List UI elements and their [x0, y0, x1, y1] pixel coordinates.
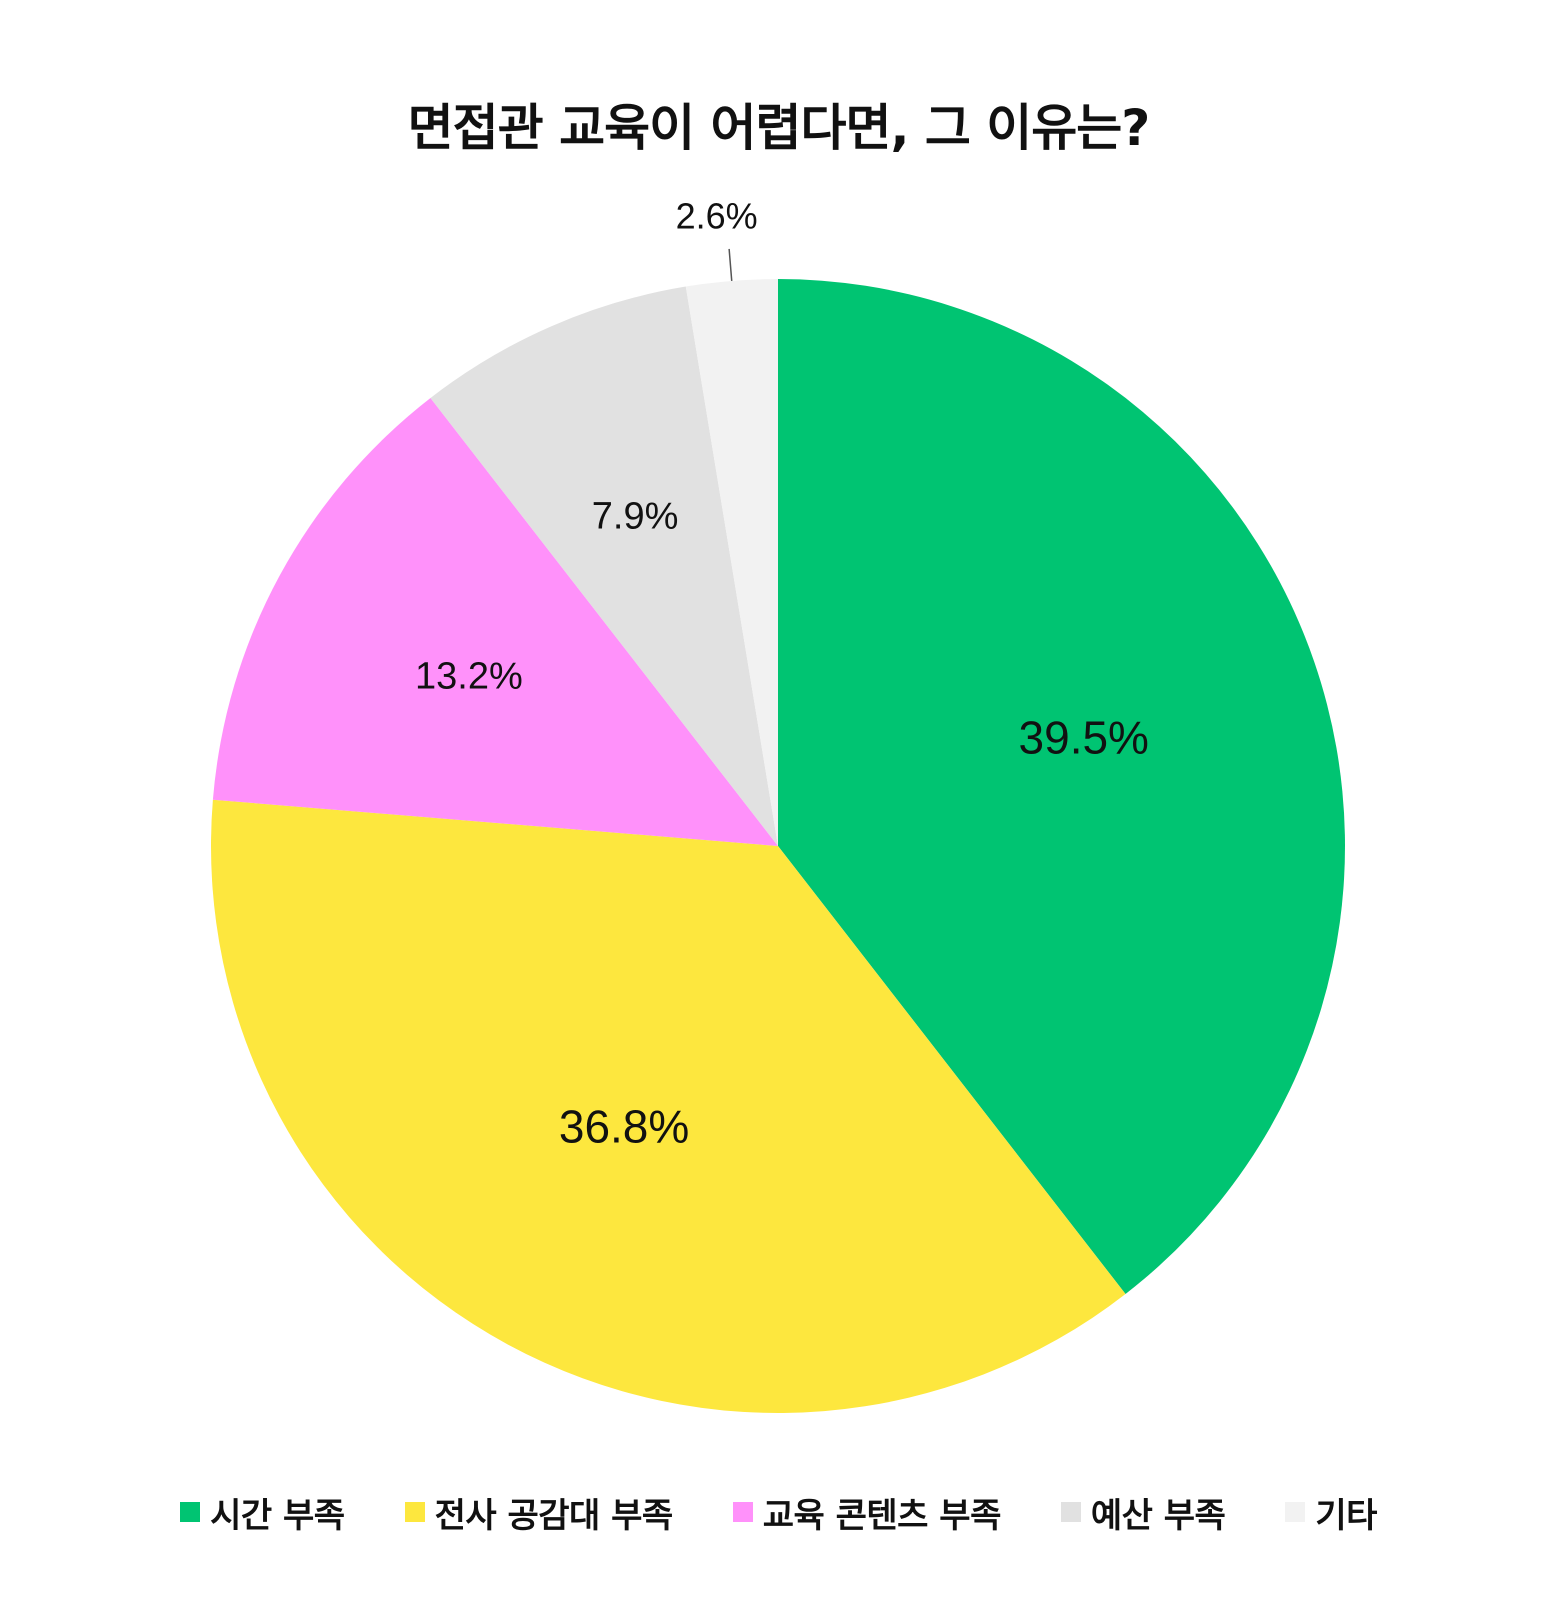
legend-item-1: 시간 부족: [180, 1488, 345, 1537]
legend-label: 기타: [1315, 1495, 1377, 1536]
legend-item-4: 예산 부족: [1060, 1488, 1226, 1537]
leader-line-5: [728, 248, 733, 281]
legend-label: 교육 콘텐츠 부족: [762, 1495, 1002, 1536]
slice-label-3: 13.2%: [415, 656, 523, 698]
pie-slice-2: [211, 799, 1126, 1413]
legend-label: 시간 부족: [210, 1495, 345, 1536]
legend-swatch: [732, 1502, 753, 1522]
legend: 시간 부족 전사 공감대 부족 교육 콘텐츠 부족 예산 부족 기타: [0, 1482, 1557, 1542]
legend-item-5: 기타: [1285, 1488, 1377, 1537]
legend-item-2: 전사 공감대 부족: [404, 1488, 674, 1537]
chart-title: 면접관 교육이 어렵다면, 그 이유는?: [407, 99, 1151, 157]
pie-slice-4: [430, 286, 778, 846]
legend-label: 전사 공감대 부족: [434, 1495, 674, 1536]
legend-swatch: [1285, 1502, 1306, 1522]
slice-label-5: 2.6%: [676, 196, 758, 237]
pie-slice-1: [778, 279, 1345, 1295]
legend-swatch: [180, 1502, 201, 1522]
slice-label-1: 39.5%: [1019, 711, 1149, 763]
slice-label-4: 7.9%: [592, 496, 679, 538]
legend-item-3: 교육 콘텐츠 부족: [732, 1488, 1002, 1537]
pie-slice-3: [212, 397, 779, 846]
slice-label-2: 36.8%: [559, 1100, 689, 1152]
legend-label: 예산 부족: [1090, 1495, 1226, 1536]
legend-swatch: [404, 1502, 425, 1522]
pie-slice-5: [685, 279, 778, 846]
legend-swatch: [1060, 1502, 1081, 1522]
